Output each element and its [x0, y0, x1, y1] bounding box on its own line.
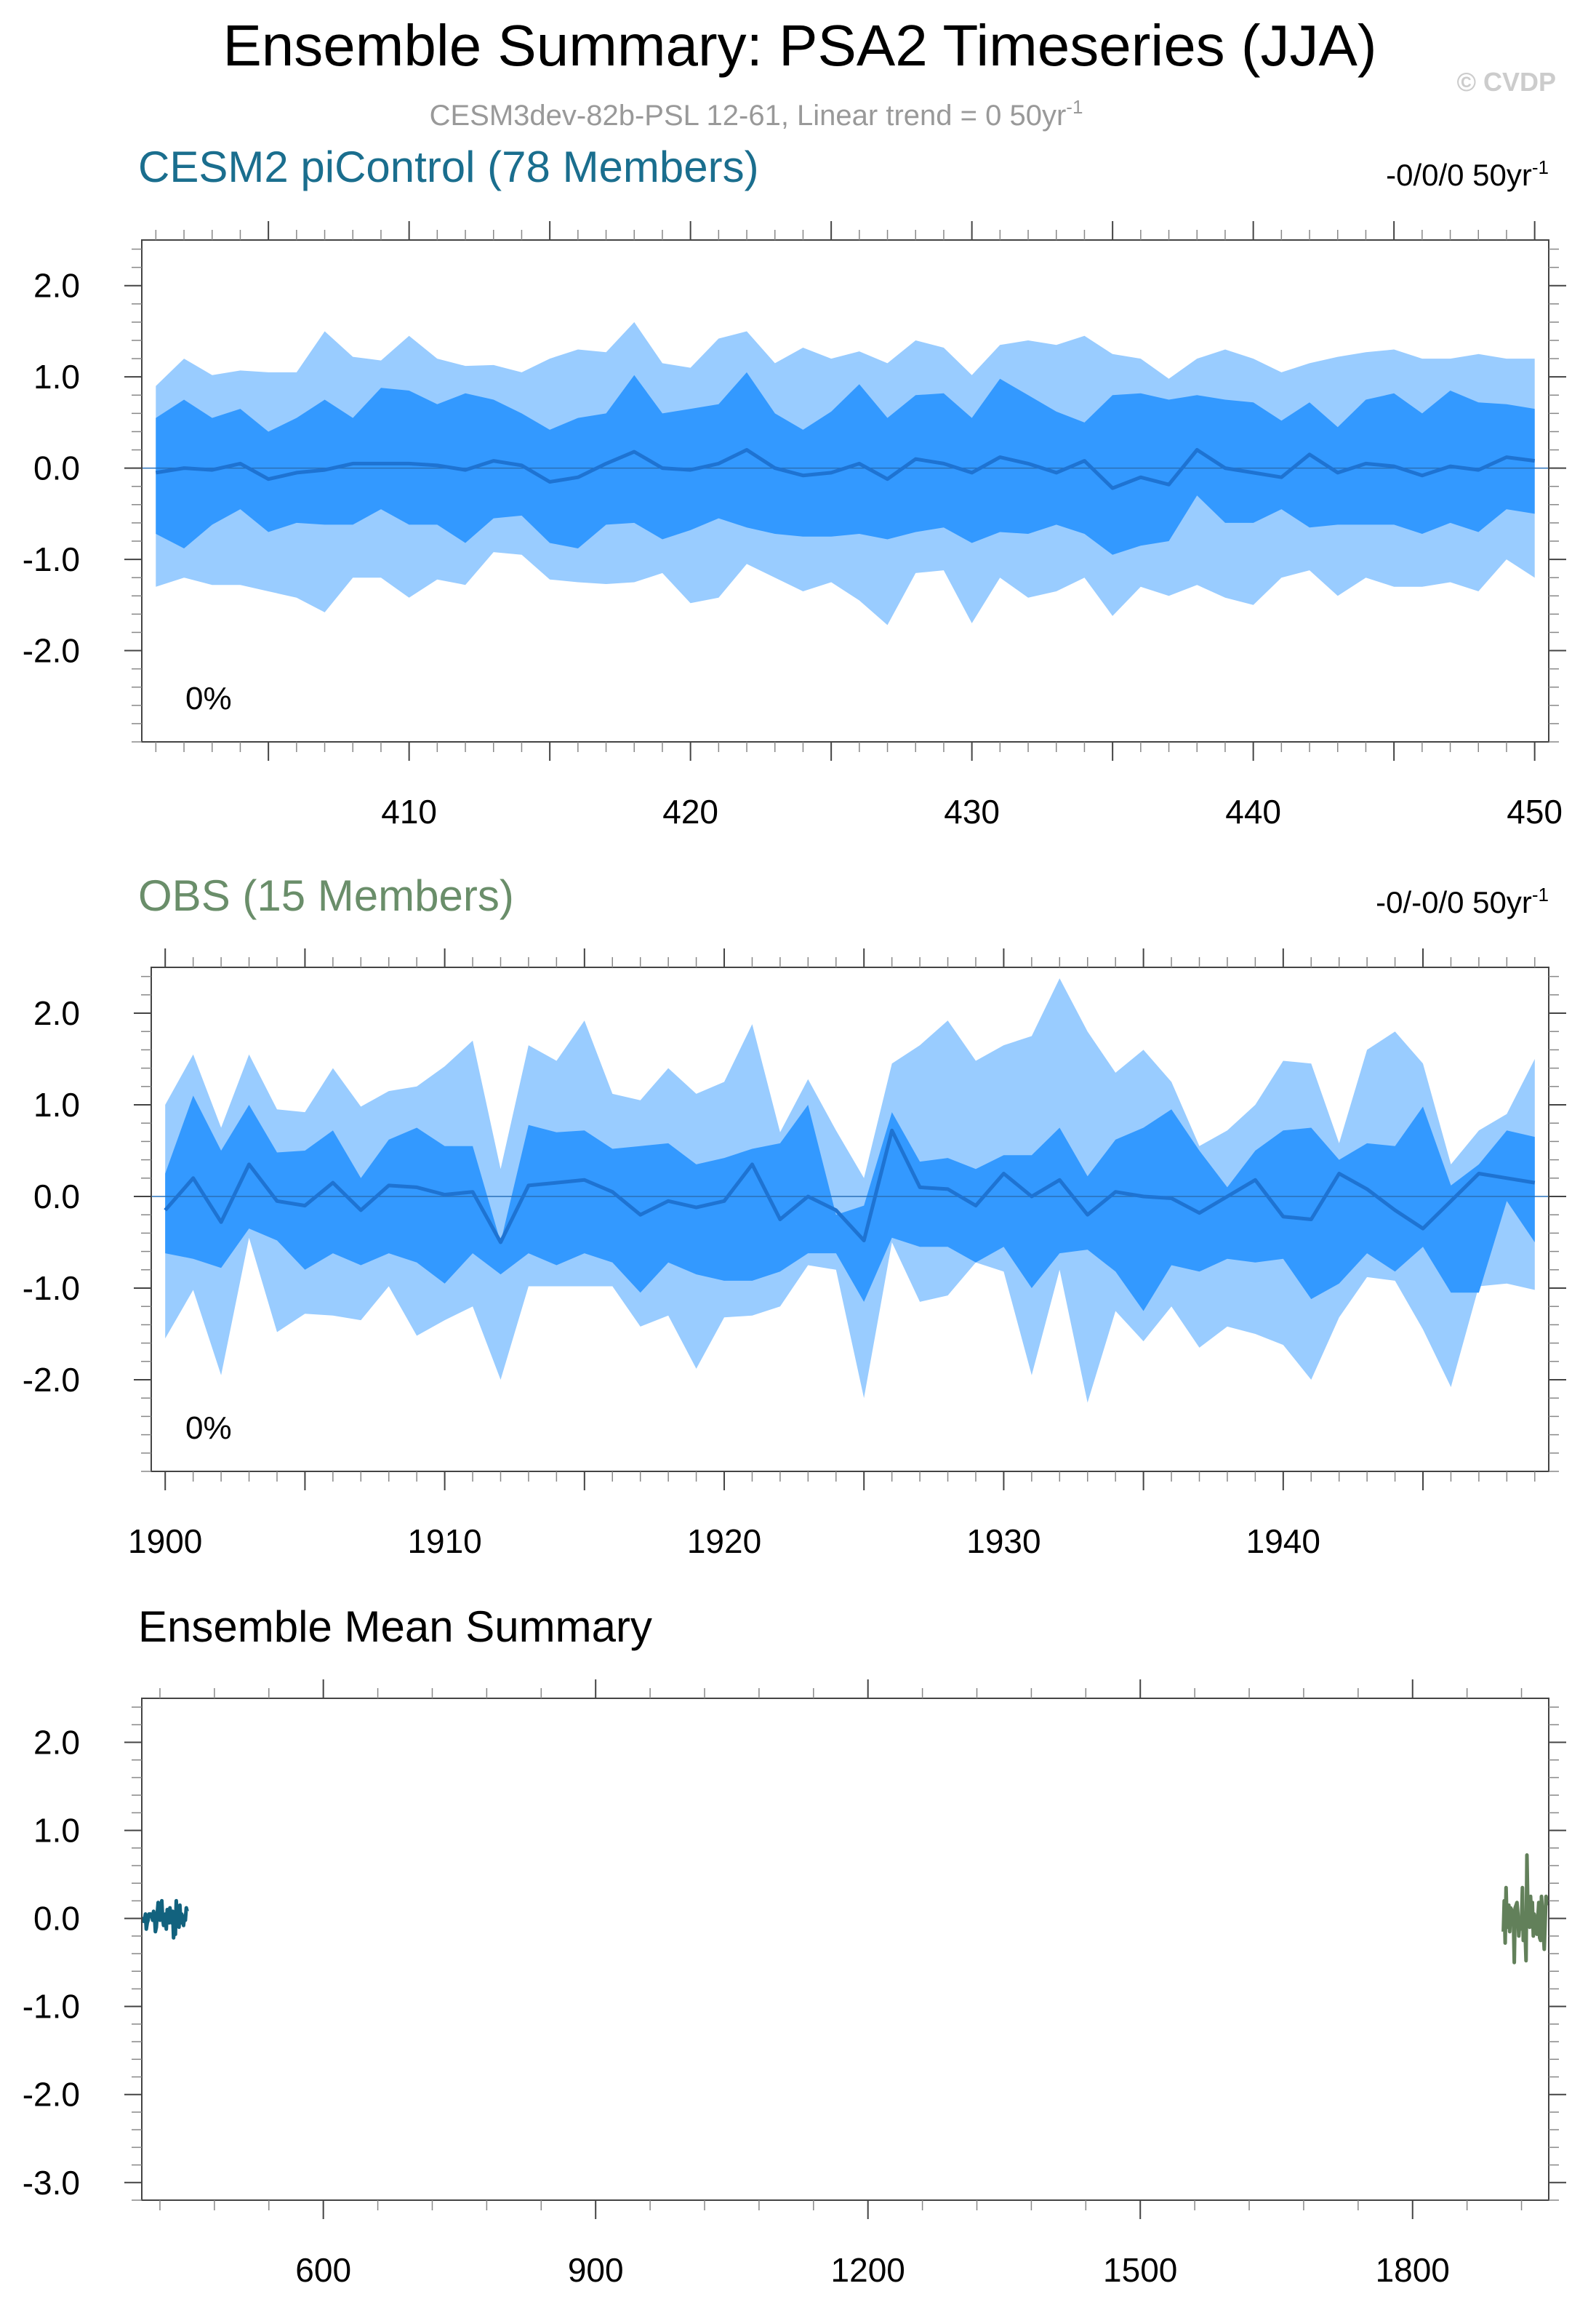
y-tick-label: -3.0 [23, 2164, 80, 2202]
subtitle: CESM3dev-82b-PSL 12-61, Linear trend = 0… [430, 96, 1083, 132]
plot-frame [141, 239, 1549, 743]
plot-area-cesm2: -2.0 -1.0 0.0 1.0 2.0 410 420 430 440 450 [23, 221, 1566, 831]
trend-text-cesm2: -0/0/0 50yr [1386, 158, 1532, 192]
x-tick-label: 900 [568, 2251, 624, 2289]
band-25-75-percentile [165, 1095, 1535, 1311]
y-tick-label: -2.0 [23, 1361, 80, 1399]
y-tick-label: -2.0 [23, 2076, 80, 2114]
plot-area-ensemble-mean: -3.0 -2.0 -1.0 0.0 1.0 2.0 600 900 1200 1500 1800 [23, 1679, 1566, 2289]
x-tick-label: 430 [944, 793, 1000, 831]
band-25-75-percentile [156, 372, 1535, 555]
plot-frame [151, 967, 1549, 1472]
y-tick-label: 2.0 [33, 1724, 80, 1762]
panel-title-cesm2: CESM2 piControl (78 Members) [138, 143, 759, 191]
x-tick-label: 440 [1225, 793, 1281, 831]
y-tick-label: 2.0 [33, 994, 80, 1032]
y-tick-label: -1.0 [23, 1988, 80, 2026]
panel-title-obs: OBS (15 Members) [138, 871, 514, 920]
y-tick-label: 0.0 [33, 1178, 80, 1215]
y-tick-label: -1.0 [23, 540, 80, 578]
x-tick-label: 1500 [1103, 2251, 1177, 2289]
trend-label-cesm2: -0/0/0 50yr-1 [1386, 156, 1549, 192]
ensemble-mean-line [155, 448, 1536, 490]
trend-text-obs: -0/-0/0 50yr [1376, 885, 1532, 919]
x-tick-label: 1920 [687, 1522, 761, 1560]
panel-cesm2-picontrol: CESM2 piControl (78 Members) -0/0/0 50yr… [23, 143, 1566, 831]
x-tick-label: 1930 [966, 1522, 1040, 1560]
ensemble-mean-line [164, 1128, 1536, 1244]
plot-area-obs: -2.0 -1.0 0.0 1.0 2.0 1900 1910 1920 1930 1940 [23, 948, 1566, 1560]
figure-title: Ensemble Summary: PSA2 Timeseries (JJA) [222, 13, 1376, 78]
x-tick-label: 410 [381, 793, 437, 831]
x-tick-label: 450 [1507, 793, 1563, 831]
y-tick-label: 1.0 [33, 358, 80, 396]
x-tick-label: 1800 [1376, 2251, 1450, 2289]
percent-label-cesm2: 0% [185, 681, 232, 716]
y-tick-label: 1.0 [33, 1812, 80, 1850]
panel-obs: OBS (15 Members) -0/-0/0 50yr-1 -2.0 -1.0… [23, 871, 1566, 1560]
obs-mean-series [1501, 1853, 1550, 1965]
x-tick-label: 1200 [831, 2251, 905, 2289]
subtitle-sup: -1 [1066, 96, 1083, 118]
trend-sup-cesm2: -1 [1532, 156, 1549, 178]
trend-sup-obs: -1 [1532, 884, 1549, 906]
y-tick-label: -1.0 [23, 1269, 80, 1307]
x-tick-label: 1910 [407, 1522, 481, 1560]
subtitle-text: CESM3dev-82b-PSL 12-61, Linear trend = 0… [430, 100, 1067, 132]
percent-label-obs: 0% [185, 1410, 232, 1446]
y-tick-label: 0.0 [33, 449, 80, 487]
y-tick-label: 1.0 [33, 1086, 80, 1124]
x-tick-label: 1940 [1246, 1522, 1320, 1560]
watermark: © CVDP [1456, 67, 1556, 97]
cesm2-mean-series [140, 1898, 189, 1940]
y-tick-label: -2.0 [23, 632, 80, 670]
panel-title-ensemble-mean: Ensemble Mean Summary [138, 1602, 652, 1651]
x-tick-label: 600 [295, 2251, 351, 2289]
panel-ensemble-mean: Ensemble Mean Summary -3.0 -2.0 -1.0 0.0 1.0… [23, 1602, 1566, 2289]
x-tick-label: 1900 [128, 1522, 202, 1560]
band-10-90-percentile [165, 978, 1535, 1403]
plot-frame [141, 1698, 1549, 2201]
x-tick-label: 420 [662, 793, 718, 831]
y-tick-label: 0.0 [33, 1900, 80, 1938]
y-tick-label: 2.0 [33, 267, 80, 305]
trend-label-obs: -0/-0/0 50yr-1 [1376, 884, 1549, 919]
